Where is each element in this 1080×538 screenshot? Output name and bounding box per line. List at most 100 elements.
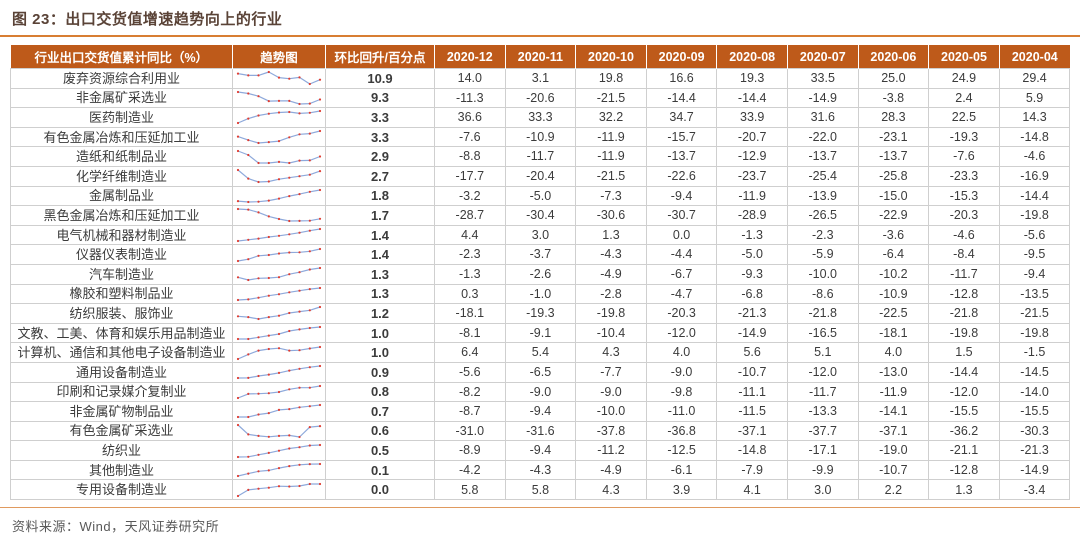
trend-sparkline [236, 227, 322, 243]
industry-name: 纺织业 [10, 440, 233, 461]
mom-rebound-value: 1.7 [325, 205, 435, 226]
month-value: -5.0 [504, 185, 577, 207]
sparkline-cell [232, 401, 326, 422]
month-value: -12.9 [716, 146, 788, 167]
month-value: 34.7 [645, 107, 718, 128]
table-row: 废弃资源综合利用业 10.9 14.0 3.1 19.8 16.6 19.3 33.5 25.0… [10, 68, 1071, 89]
mom-rebound-value: 1.0 [325, 322, 435, 344]
month-value: -10.0 [575, 401, 647, 422]
mom-rebound-value: 1.4 [325, 224, 435, 246]
trend-sparkline [236, 188, 322, 203]
month-value: -16.9 [998, 165, 1071, 187]
month-value: 33.5 [786, 68, 859, 89]
trend-sparkline [236, 286, 322, 301]
month-value: 32.2 [575, 107, 647, 128]
month-value: -21.8 [786, 303, 859, 324]
trend-sparkline [236, 325, 322, 341]
month-value: -15.3 [928, 185, 1000, 207]
month-value: -6.4 [857, 244, 930, 265]
month-value: -11.7 [786, 381, 859, 403]
month-value: -4.6 [998, 146, 1071, 167]
month-value: 4.1 [716, 479, 788, 501]
month-value: -10.4 [575, 322, 647, 344]
table-row: 非金属矿物制品业 0.7 -8.7 -9.4 -10.0 -11.0 -11.5 -13.3-… [10, 401, 1071, 422]
month-value: -21.1 [928, 440, 1000, 461]
sparkline-cell [232, 107, 326, 128]
month-value: -20.6 [504, 87, 577, 109]
month-value: -14.5 [998, 361, 1071, 383]
month-value: 19.3 [716, 68, 788, 89]
month-value: -11.2 [575, 440, 647, 461]
month-value: -22.9 [857, 205, 930, 226]
month-value: 36.6 [434, 107, 506, 128]
month-value: -20.3 [928, 205, 1000, 226]
month-value: -15.5 [928, 401, 1000, 422]
industry-name: 汽车制造业 [10, 263, 233, 285]
month-value: -6.5 [504, 361, 577, 383]
month-value: -37.8 [575, 420, 647, 442]
month-value: -9.9 [786, 459, 859, 481]
month-value: 4.0 [857, 342, 930, 363]
month-value: 2.2 [857, 479, 930, 501]
sparkline-cell [232, 185, 326, 207]
trend-sparkline [236, 208, 322, 223]
month-value: -28.7 [434, 205, 506, 226]
mom-rebound-value: 3.3 [325, 126, 435, 148]
trend-sparkline [236, 169, 322, 184]
month-value: -21.3 [998, 440, 1071, 461]
month-value: 5.6 [716, 342, 788, 363]
month-value: -7.6 [928, 146, 1000, 167]
month-value: -2.3 [786, 224, 859, 246]
month-value: -9.0 [504, 381, 577, 403]
month-value: -11.7 [504, 146, 577, 167]
industry-name: 化学纤维制造业 [10, 165, 233, 187]
industry-name: 医药制造业 [10, 107, 233, 128]
month-value: 5.9 [998, 87, 1071, 109]
month-value: -9.0 [575, 381, 647, 403]
month-value: -6.1 [645, 459, 718, 481]
month-value: -11.9 [575, 126, 647, 148]
sparkline-cell [232, 68, 326, 89]
mom-rebound-value: 9.3 [325, 87, 435, 109]
month-value: -14.4 [716, 87, 788, 109]
month-value: -19.3 [504, 303, 577, 324]
month-value: -7.9 [716, 459, 788, 481]
month-value: -11.9 [716, 185, 788, 207]
month-value: -3.6 [857, 224, 930, 246]
sparkline-cell [232, 224, 326, 246]
trend-sparkline [236, 404, 322, 419]
month-value: -3.2 [434, 185, 506, 207]
month-value: -37.7 [786, 420, 859, 442]
month-value: -2.8 [575, 283, 647, 305]
month-value: -14.9 [716, 322, 788, 344]
column-header: 2020-08 [716, 45, 788, 69]
month-value: -2.6 [504, 263, 577, 285]
sparkline-cell [232, 342, 326, 363]
month-value: -18.1 [857, 322, 930, 344]
mom-rebound-value: 0.6 [325, 420, 435, 442]
sparkline-cell [232, 303, 326, 324]
sparkline-cell [232, 283, 326, 305]
month-value: -21.5 [575, 87, 647, 109]
industry-name: 文教、工美、体育和娱乐用品制造业 [10, 322, 233, 344]
month-value: -9.3 [716, 263, 788, 285]
month-value: -31.6 [504, 420, 577, 442]
month-value: -10.9 [504, 126, 577, 148]
month-value: -14.1 [857, 401, 930, 422]
mom-rebound-value: 2.9 [325, 146, 435, 167]
sparkline-cell [232, 322, 326, 344]
month-value: -28.9 [716, 205, 788, 226]
month-value: -8.2 [434, 381, 506, 403]
month-value: -21.3 [716, 303, 788, 324]
month-value: -25.8 [857, 165, 930, 187]
trend-sparkline [236, 443, 322, 458]
month-value: -14.9 [786, 87, 859, 109]
month-value: -21.8 [928, 303, 1000, 324]
month-value: 2.4 [928, 87, 1000, 109]
month-value: -22.5 [857, 303, 930, 324]
month-value: -9.1 [504, 322, 577, 344]
table-header: 行业出口交货值累计同比（%） 趋势图 环比回升/百分点 2020-12 2020-11 2… [10, 45, 1070, 69]
month-value: -4.7 [645, 283, 718, 305]
industry-name: 造纸和纸制品业 [10, 146, 233, 167]
industry-export-table: 行业出口交货值累计同比（%） 趋势图 环比回升/百分点 2020-12 2020-11 2… [10, 45, 1071, 501]
